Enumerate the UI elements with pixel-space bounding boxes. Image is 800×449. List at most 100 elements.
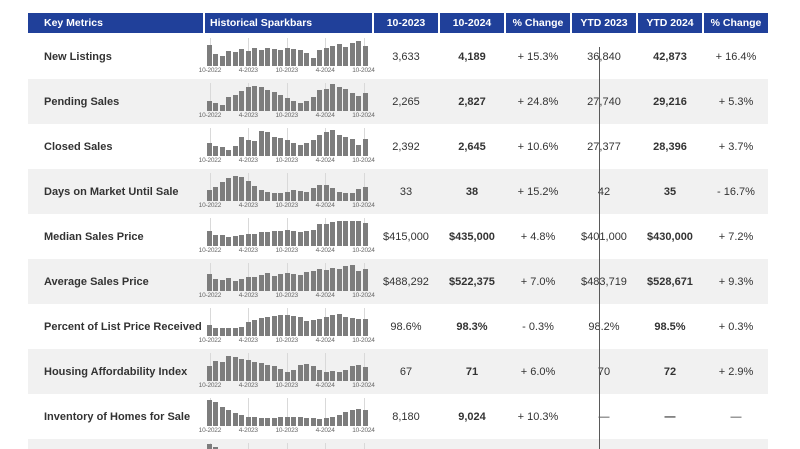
sparkbar-x-label: 4-2023 [238, 67, 258, 74]
sparkbar-bar [271, 193, 277, 201]
sparkbar-x-label: 10-2024 [352, 337, 375, 344]
value-ytd-change: + 3.7% [718, 140, 754, 153]
sparkbar-x-label: 10-2024 [352, 292, 375, 299]
sparkbar-bar [323, 317, 329, 336]
sparkbar-bar [362, 46, 368, 66]
sparkbar-x-label: 10-2023 [275, 157, 298, 164]
sparkbar-bar [207, 101, 212, 111]
sparkbar-bar [349, 93, 355, 111]
value-ytd-change: — [730, 410, 742, 423]
sparkbar-bar [284, 372, 290, 381]
value-ytd-2024: 98.5% [654, 320, 686, 333]
sparkbar-bar [336, 314, 342, 336]
sparkbar-x-label: 4-2024 [315, 112, 335, 119]
sparkbar-x-label: 4-2024 [315, 382, 335, 389]
sparkbar-bar [213, 187, 219, 201]
sparkbar-bar [336, 44, 342, 66]
sparkbar-x-label: 10-2024 [352, 157, 375, 164]
sparkbar-bar [284, 273, 290, 291]
sparkbar-bar [297, 232, 303, 246]
sparkbar-bar [226, 410, 232, 426]
table-row: Days on Market Until Sale 10-2022 4-2023 1… [28, 169, 768, 214]
value-month-change: + 15.2% [517, 185, 559, 198]
sparkbar-bar [258, 131, 264, 156]
value-ytd-2023: 27,740 [587, 95, 621, 108]
sparkbar-bar [343, 317, 349, 336]
sparkbar-bar [278, 138, 284, 156]
sparkbar-bar [265, 273, 271, 291]
sparkbar-bar [343, 137, 349, 156]
value-ytd-change: + 7.2% [718, 230, 754, 243]
sparkbar-bar [310, 366, 316, 381]
sparkbar-bar [356, 145, 362, 156]
table-row: Average Sales Price 10-2022 4-2023 10-2023… [28, 259, 768, 304]
value-month-2023: 67 [399, 365, 413, 378]
value-ytd-2023: — [598, 410, 610, 423]
sparkbar-bar [297, 417, 303, 426]
sparkbar-bar [258, 418, 264, 426]
sparkbar-bar [291, 274, 297, 291]
sparkbar-bar [271, 366, 277, 381]
sparkbar-bar [232, 52, 238, 66]
sparkbar-bar [219, 182, 225, 201]
sparkbar-bars [207, 218, 369, 246]
sparkbar-x-label: 4-2024 [315, 292, 335, 299]
sparkbar-bar [226, 328, 232, 336]
sparkbar-x-label: 10-2022 [198, 157, 222, 164]
sparkbar-chart: 10-2022 4-2023 10-2023 4-2024 10-2024 [199, 38, 375, 75]
metric-label: Housing Affordability Index [44, 365, 188, 378]
sparkbar-bar [245, 322, 251, 336]
value-month-change: + 6.0% [520, 365, 556, 378]
sparkbar-bar [297, 103, 303, 111]
header-ytd-change: % Change [704, 13, 768, 33]
value-ytd-2023: $483,719 [581, 275, 627, 288]
sparkbar-bar [310, 58, 316, 66]
sparkbar-bar [245, 417, 251, 426]
sparkbar-bar [265, 192, 271, 201]
sparkbar-bars [207, 83, 369, 111]
sparkbar-bar [304, 272, 310, 291]
sparkbar-x-label: 10-2024 [352, 112, 375, 119]
value-ytd-2023: 98.2% [588, 320, 620, 333]
sparkbar-x-label: 10-2023 [275, 427, 298, 434]
value-month-change: + 24.8% [517, 95, 559, 108]
sparkbar-bar [356, 271, 362, 291]
sparkbar-bar [271, 49, 277, 66]
sparkbar-bar [265, 90, 271, 111]
sparkbar-bar [362, 139, 368, 156]
sparkbar-bar [245, 140, 251, 156]
sparkbar-bar [349, 43, 355, 66]
metric-label: Closed Sales [44, 140, 113, 153]
sparkbar-bar [297, 365, 303, 381]
sparkbar-bar [245, 234, 251, 246]
sparkbar-bar [291, 143, 297, 156]
sparkbar-bar [297, 317, 303, 336]
sparkbar-gridline [209, 308, 211, 336]
sparkbar-bar [317, 90, 323, 111]
sparkbar-bar [343, 370, 349, 381]
sparkbar-bar [245, 181, 251, 201]
sparkbar-x-label: 10-2023 [275, 202, 298, 209]
sparkbar-bar [291, 101, 297, 111]
sparkbar-bar [207, 444, 212, 449]
sparkbar-bar [239, 91, 245, 111]
sparkbar-bar [278, 95, 284, 111]
value-month-2023: $488,292 [383, 275, 429, 288]
sparkbar-bar [343, 193, 349, 201]
sparkbar-bar [278, 315, 284, 336]
sparkbar-bar [271, 231, 277, 246]
sparkbar-bar [226, 278, 232, 291]
sparkbar-bar [304, 418, 310, 426]
sparkbar-bar [207, 45, 212, 66]
sparkbar-x-label: 10-2024 [352, 247, 375, 254]
sparkbar-bar [207, 325, 212, 336]
sparkbar-bar [213, 328, 219, 336]
header-month-2023: 10-2023 [374, 13, 438, 33]
sparkbar-gridline [209, 128, 211, 156]
sparkbar-x-label: 10-2023 [275, 247, 298, 254]
sparkbar-x-label: 10-2023 [275, 337, 298, 344]
sparkbar-bar [252, 141, 258, 156]
sparkbar-bar [271, 316, 277, 336]
sparkbar-bar [271, 276, 277, 291]
sparkbar-bar [291, 417, 297, 426]
